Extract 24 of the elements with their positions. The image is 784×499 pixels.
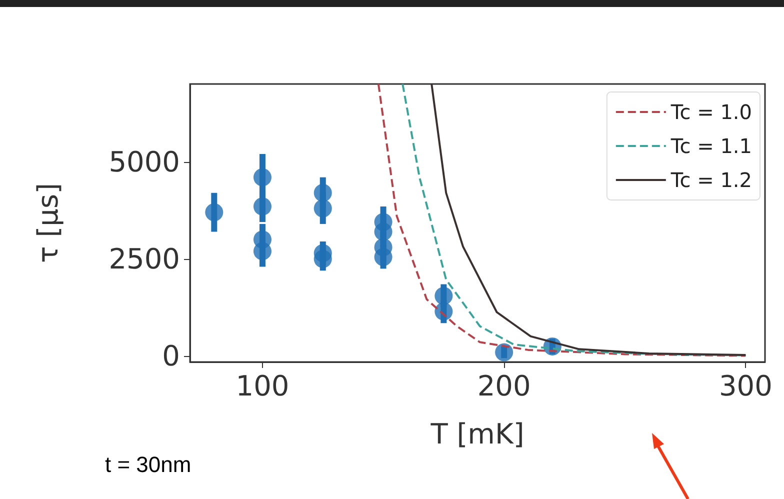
legend-label: Tc = 1.1 xyxy=(670,134,752,158)
point xyxy=(314,250,332,268)
x-axis-title: T [mK] xyxy=(430,418,524,450)
y-tick-label: 5000 xyxy=(108,145,180,178)
point xyxy=(314,199,332,218)
y-tick-label: 2500 xyxy=(108,242,180,276)
x-tick-label: 200 xyxy=(477,370,531,402)
point xyxy=(374,222,392,241)
legend-label: Tc = 1.2 xyxy=(670,168,752,192)
y-tick-label: 0 xyxy=(162,340,180,373)
point xyxy=(434,286,453,305)
point xyxy=(434,302,453,320)
point xyxy=(253,242,272,260)
text: t = 30nm xyxy=(105,452,192,478)
y-axis-title: τ [μs] xyxy=(32,182,64,264)
point xyxy=(374,248,392,266)
point xyxy=(253,168,272,186)
point xyxy=(205,203,224,222)
point xyxy=(495,343,514,362)
point xyxy=(314,184,332,202)
point xyxy=(253,197,272,216)
x-tick-label: 100 xyxy=(236,370,290,402)
x-tick-label: 300 xyxy=(718,370,772,402)
legend-label: Tc = 1.0 xyxy=(670,100,752,124)
